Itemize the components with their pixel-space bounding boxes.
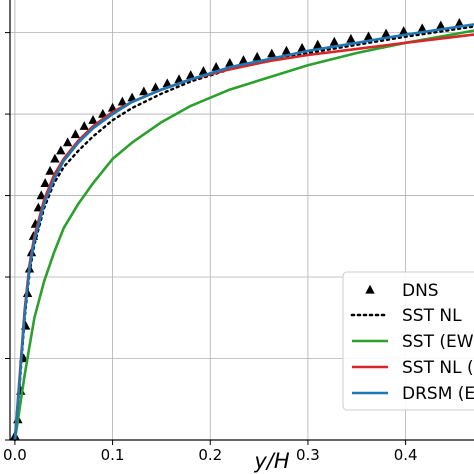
sst-ewt-line bbox=[13, 29, 474, 441]
x-tick-label: 0.4 bbox=[394, 446, 418, 464]
dns-point bbox=[313, 39, 323, 49]
dns-point bbox=[225, 57, 235, 67]
dns-point bbox=[98, 108, 108, 118]
legend-box bbox=[342, 271, 474, 411]
x-tick-label: 0.0 bbox=[3, 446, 27, 464]
dns-point bbox=[79, 121, 89, 130]
series-group bbox=[10, 18, 474, 442]
dns-point bbox=[436, 20, 446, 30]
drsm-ewt-line bbox=[13, 23, 474, 441]
legend-label: SST NL ( bbox=[402, 358, 474, 378]
dns-point bbox=[117, 96, 128, 106]
dns-point bbox=[139, 86, 149, 96]
dns-point bbox=[127, 92, 137, 102]
dns-point bbox=[162, 78, 172, 88]
dns-point bbox=[36, 190, 46, 200]
legend-label: SST NL bbox=[402, 306, 462, 326]
dns-point bbox=[267, 48, 277, 58]
dns-point bbox=[281, 45, 292, 55]
plot-frame bbox=[9, 0, 474, 441]
dns-point bbox=[40, 178, 50, 187]
dns-point bbox=[398, 26, 409, 36]
dns-point bbox=[417, 23, 427, 33]
dns-point bbox=[329, 36, 339, 46]
dns-point bbox=[211, 62, 221, 71]
dns-point bbox=[150, 82, 161, 92]
dns-point bbox=[297, 42, 307, 52]
legend-label: SST (EW bbox=[402, 332, 474, 352]
x-axis-label: y/H bbox=[253, 449, 290, 473]
x-tick-label: 0.2 bbox=[198, 446, 222, 464]
legend: DNS SST NL SST (EW SST NL ( DRSM (E bbox=[342, 271, 474, 411]
dns-point bbox=[346, 33, 356, 43]
dns-point bbox=[56, 145, 66, 155]
dns-point bbox=[88, 114, 98, 124]
dns-point bbox=[50, 153, 60, 163]
dns-point bbox=[70, 129, 81, 139]
x-tick-label: 0.1 bbox=[101, 446, 125, 464]
dns-point bbox=[62, 137, 73, 147]
dns-point bbox=[186, 70, 196, 80]
dns-point bbox=[198, 66, 209, 75]
legend-marker bbox=[365, 284, 375, 294]
dns-point bbox=[381, 28, 391, 38]
dns-point bbox=[45, 165, 55, 175]
legend-label: DNS bbox=[402, 281, 439, 301]
dns-point bbox=[454, 18, 465, 27]
x-tick-label: 0.3 bbox=[296, 446, 320, 464]
dns-point bbox=[363, 31, 374, 41]
dns-point bbox=[174, 74, 184, 84]
ticks: 0.0 0.1 0.2 0.3 0.4 bbox=[3, 32, 418, 464]
dns-point bbox=[238, 55, 249, 64]
dns-point bbox=[252, 51, 262, 61]
sst-nl-line bbox=[13, 25, 474, 442]
legend-label: DRSM (E bbox=[402, 384, 474, 404]
